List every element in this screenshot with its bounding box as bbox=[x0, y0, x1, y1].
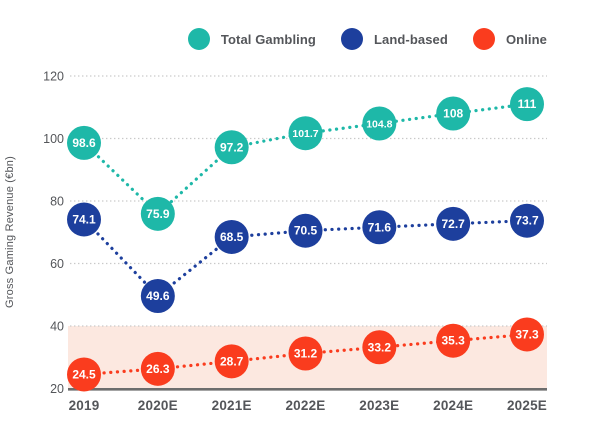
legend-item-total-gambling: Total Gambling bbox=[187, 28, 316, 50]
data-point-label-total-gambling-2024e: 108 bbox=[443, 107, 463, 121]
data-point-land-based-2025e bbox=[510, 203, 544, 238]
data-point-online-2020e bbox=[140, 351, 175, 386]
data-point-label-land-based-2025e: 73.7 bbox=[515, 214, 539, 228]
data-point-label-land-based-2024e: 72.7 bbox=[441, 217, 465, 231]
data-point-total-gambling-2021e bbox=[214, 130, 249, 165]
data-point-label-total-gambling-2020e: 75.9 bbox=[146, 207, 170, 221]
data-point-label-total-gambling-2021e: 97.2 bbox=[220, 140, 244, 154]
y-tick-label-80: 80 bbox=[50, 195, 64, 209]
legend-label-total-gambling: Total Gambling bbox=[220, 31, 316, 47]
data-point-label-online-2025e: 37.3 bbox=[515, 327, 539, 341]
data-point-online-2025e bbox=[510, 317, 544, 352]
data-point-online-2022e bbox=[288, 336, 323, 371]
data-point-total-gambling-2020e bbox=[140, 196, 175, 231]
legend-label-online: Online bbox=[505, 31, 547, 47]
data-point-land-based-2020e bbox=[140, 279, 175, 313]
data-point-label-online-2021e: 28.7 bbox=[220, 354, 244, 368]
legend-marker-online-icon bbox=[472, 28, 495, 50]
legend-item-online: Online bbox=[472, 28, 547, 50]
legend-marker-land-based-icon bbox=[340, 28, 363, 50]
x-tick-label-2021e: 2021E bbox=[212, 398, 252, 413]
data-point-label-online-2024e: 35.3 bbox=[441, 334, 465, 348]
y-tick-label-100: 100 bbox=[43, 132, 64, 146]
y-tick-label-60: 60 bbox=[50, 257, 64, 271]
data-point-land-based-2019 bbox=[67, 202, 101, 237]
data-point-online-2019 bbox=[67, 357, 101, 392]
data-point-label-total-gambling-2022e: 101.7 bbox=[292, 128, 318, 140]
data-point-label-online-2023e: 33.2 bbox=[368, 340, 392, 354]
data-point-label-land-based-2023e: 71.6 bbox=[368, 220, 392, 234]
x-tick-label-2023e: 2023E bbox=[359, 398, 399, 413]
x-tick-label-2020e: 2020E bbox=[138, 398, 178, 413]
data-point-total-gambling-2019 bbox=[67, 125, 101, 160]
x-tick-label-2025e: 2025E bbox=[507, 398, 547, 413]
data-point-land-based-2022e bbox=[288, 213, 323, 248]
data-point-online-2024e bbox=[436, 323, 471, 358]
data-point-label-land-based-2019: 74.1 bbox=[72, 212, 96, 226]
data-point-label-online-2020e: 26.3 bbox=[146, 362, 170, 376]
data-point-land-based-2021e bbox=[214, 219, 249, 254]
data-point-total-gambling-2024e bbox=[436, 96, 471, 131]
data-point-land-based-2023e bbox=[362, 210, 397, 245]
data-point-label-land-based-2020e: 49.6 bbox=[146, 289, 170, 303]
y-tick-label-40: 40 bbox=[50, 320, 64, 334]
data-point-label-online-2019: 24.5 bbox=[72, 367, 96, 381]
x-tick-label-2019: 2019 bbox=[69, 398, 100, 413]
data-point-online-2023e bbox=[362, 330, 397, 365]
data-point-label-total-gambling-2023e: 104.8 bbox=[366, 119, 392, 131]
y-tick-label-120: 120 bbox=[43, 70, 64, 84]
data-point-total-gambling-2025e bbox=[510, 87, 544, 122]
data-point-label-total-gambling-2025e: 111 bbox=[518, 97, 537, 111]
data-point-land-based-2024e bbox=[436, 206, 471, 241]
data-point-label-online-2022e: 31.2 bbox=[294, 347, 318, 361]
data-point-label-total-gambling-2019: 98.6 bbox=[72, 136, 96, 150]
legend-item-land-based: Land-based bbox=[340, 28, 448, 50]
data-point-total-gambling-2022e bbox=[288, 116, 323, 151]
data-point-total-gambling-2023e bbox=[362, 106, 397, 141]
legend-marker-total-gambling-icon bbox=[187, 28, 210, 50]
data-point-label-land-based-2022e: 70.5 bbox=[294, 224, 318, 238]
x-tick-label-2024e: 2024E bbox=[433, 398, 473, 413]
legend: Total Gambling Land-based Online bbox=[0, 28, 547, 50]
legend-label-land-based: Land-based bbox=[373, 31, 448, 47]
y-tick-label-20: 20 bbox=[50, 382, 64, 396]
x-tick-label-2022e: 2022E bbox=[285, 398, 325, 413]
data-point-label-land-based-2021e: 68.5 bbox=[220, 230, 244, 244]
data-point-online-2021e bbox=[214, 344, 249, 379]
